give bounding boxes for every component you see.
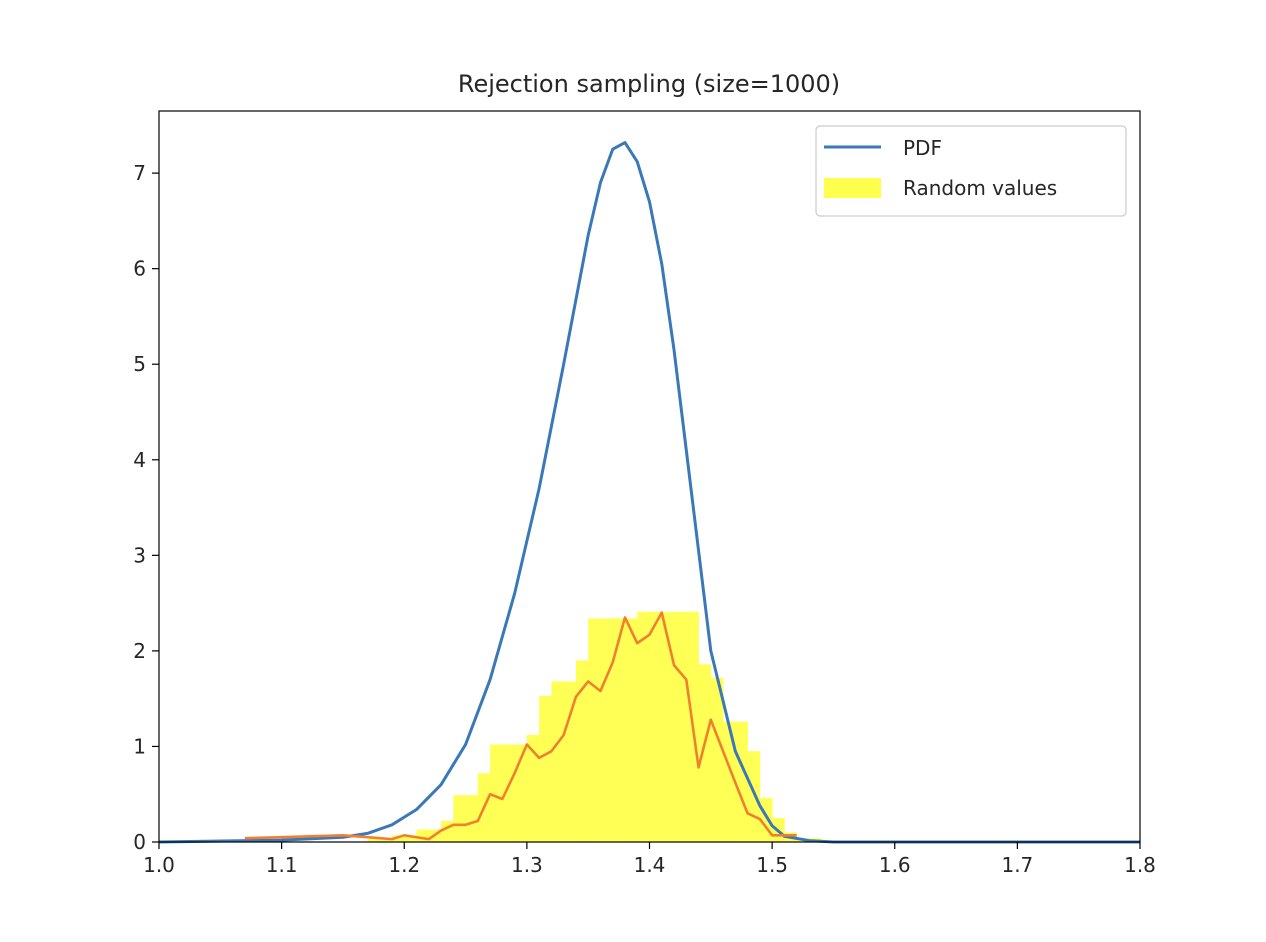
histogram-bar: [539, 695, 552, 842]
y-tick-label: 4: [133, 448, 146, 472]
histogram-bar: [674, 611, 687, 842]
histogram-bar: [465, 795, 479, 842]
x-tick-label: 1.1: [266, 853, 298, 877]
y-tick-label: 1: [133, 734, 146, 758]
legend-label-random-values: Random values: [903, 176, 1057, 200]
y-tick-label: 5: [133, 352, 146, 376]
chart-title: Rejection sampling (size=1000): [458, 70, 840, 98]
histogram-bar: [502, 744, 516, 842]
histogram-bar: [551, 681, 565, 842]
histogram-bar: [624, 618, 638, 842]
histogram-bar: [526, 734, 540, 842]
x-tick-label: 1.3: [511, 853, 543, 877]
x-tick-label: 1.0: [143, 853, 175, 877]
histogram-bar: [723, 721, 736, 842]
legend-random-values-patch: [824, 178, 881, 198]
x-tick-label: 1.2: [388, 853, 420, 877]
histogram-bar: [637, 611, 650, 842]
y-tick-label: 7: [133, 161, 146, 185]
histogram-bar: [612, 618, 626, 842]
histogram-bar: [588, 618, 601, 842]
histogram-bar: [747, 751, 761, 842]
y-tick-label: 2: [133, 639, 146, 663]
y-axis: 0 1 2 3 4 5 6 7: [133, 161, 159, 854]
histogram-bar: [490, 744, 503, 842]
x-tick-label: 1.4: [634, 853, 666, 877]
histogram-bar: [600, 618, 614, 842]
y-tick-label: 6: [133, 257, 146, 281]
pdf-line: [158, 141, 1140, 844]
legend: PDF Random values: [815, 125, 1127, 217]
x-tick-label: 1.5: [756, 853, 788, 877]
x-tick-label: 1.6: [879, 853, 911, 877]
histogram-bar: [698, 664, 712, 842]
histogram-bar: [710, 677, 724, 842]
histogram-bar: [661, 611, 675, 842]
histogram-bar: [575, 660, 589, 842]
y-tick-label: 0: [133, 830, 146, 854]
x-axis: 1.0 1.1 1.2 1.3 1.4 1.5 1.6 1.7 1.8: [143, 842, 1156, 877]
legend-label-pdf: PDF: [903, 136, 942, 160]
series-lines: [158, 141, 1140, 844]
histogram-bar: [391, 835, 417, 842]
sample-density-line: [244, 611, 797, 841]
x-tick-label: 1.8: [1124, 853, 1156, 877]
x-tick-label: 1.7: [1001, 853, 1033, 877]
legend-frame: [815, 125, 1127, 217]
y-tick-label: 3: [133, 543, 146, 567]
histogram-bar: [453, 795, 466, 842]
histogram-bar: [367, 839, 393, 842]
histogram-bar: [649, 611, 663, 842]
histogram-bar: [735, 721, 748, 842]
